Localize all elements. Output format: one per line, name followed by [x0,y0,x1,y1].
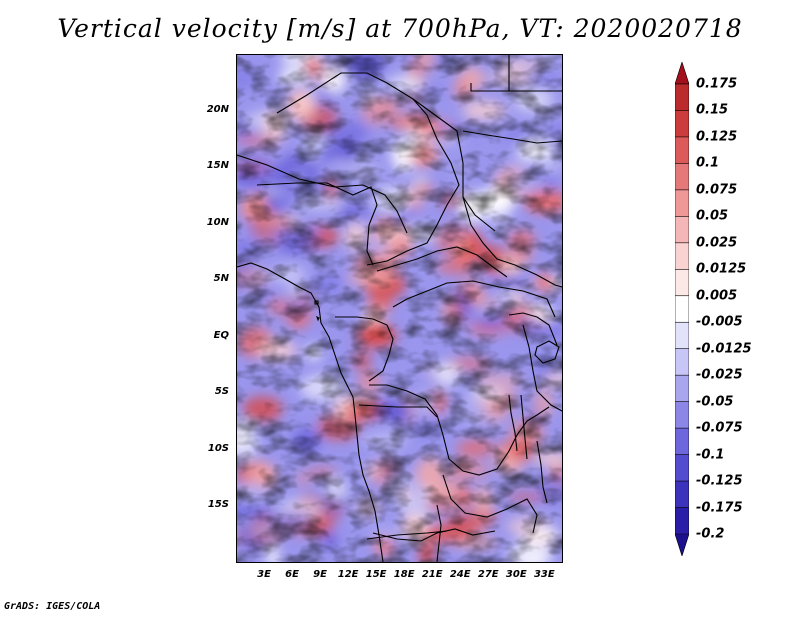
colorbar-segment [675,216,689,244]
gulf-islands [314,300,320,322]
colorbar-label: 0.175 [696,76,738,92]
border-chad [366,98,460,266]
lake-malawi [536,440,548,504]
border-angola [358,404,448,540]
border-car [376,246,508,278]
colorbar-label: -0.1 [696,447,725,463]
colorbar-label: 0.125 [696,129,738,145]
colorbar-label: -0.175 [696,500,743,516]
colorbar-segment [675,480,689,509]
colorbar-label: 0.005 [696,288,738,304]
border-tanzania [522,324,562,412]
lon-label: 9E [313,569,327,580]
border-zambia-2 [436,504,442,562]
colorbar-segment [675,242,689,270]
colorbar-label: -0.05 [696,394,734,410]
country-borders [237,55,562,562]
border-drc-1 [392,280,556,318]
lat-label: 10S [207,442,229,454]
colorbar-label: 0.0125 [696,261,747,277]
lat-label: 15N [206,160,229,172]
lon-label: 24E [449,569,471,580]
border-namibia [372,528,496,542]
colorbar-label: -0.125 [696,473,743,489]
lon-label: 27E [477,569,499,580]
colorbar-label: 0.025 [696,235,738,251]
border-sudan [462,130,562,144]
border-zambia [442,474,538,534]
lon-label: 33E [533,569,555,580]
colorbar-label: -0.005 [696,314,743,330]
colorbar-segment [675,374,689,403]
colorbar-segment [675,83,689,112]
colorbar-label: 0.075 [696,182,738,198]
border-congo-1 [335,316,394,382]
lat-label: 10N [206,216,229,228]
lon-label: 15E [365,569,387,580]
border-east [470,55,562,92]
map-panel [236,54,563,563]
border-uganda [508,312,558,346]
colorbar-segment [675,321,689,350]
colorbar-segments [675,62,689,556]
colorbar-label: -0.0125 [696,341,752,357]
field-texture [237,55,562,562]
lon-label: 18E [393,569,415,580]
colorbar-segment [675,401,689,429]
colorbar-segment [675,268,689,297]
colorbar-label: -0.075 [696,420,743,436]
colorbar-segment [675,189,689,217]
lake-tanganyika [508,394,528,460]
colorbar-segment [675,348,689,376]
colorbar-label: 0.15 [696,102,729,118]
chart-title: Vertical velocity [m/s] at 700hPa, VT: 2… [57,14,743,43]
colorbar-segment [675,110,689,138]
lon-label: 3E [257,569,271,580]
colorbar-segment [675,163,689,191]
border-sahara-2 [237,154,408,234]
lon-label: 12E [337,569,359,580]
lake-victoria [534,340,560,364]
border-sudan-2 [462,196,562,288]
lat-label: 5N [213,273,229,285]
colorbar-label: -0.2 [696,526,725,542]
border-sahel [256,182,378,266]
colorbar-label: 0.05 [696,208,729,224]
colorbar-segment [675,533,689,556]
colorbar-segment [675,454,689,482]
lon-label: 6E [285,569,299,580]
grads-credit: GrADS: IGES/COLA [4,601,101,612]
colorbar-label: -0.025 [696,367,743,383]
colorbar-segment [675,427,689,456]
lat-label: 20N [206,103,229,115]
colorbar-segment [675,136,689,165]
colorbar [675,62,689,556]
lat-label: 5S [214,386,229,398]
coastline-west [237,262,384,562]
lat-label: EQ [213,329,229,341]
colorbar-segment [675,62,689,85]
lon-label: 21E [421,569,443,580]
vertical-velocity-field [237,55,562,562]
border-sahara-1 [276,72,496,232]
colorbar-segment [675,507,689,535]
colorbar-segment [675,295,689,323]
lon-label: 30E [505,569,527,580]
colorbar-label: 0.1 [696,155,720,171]
lat-label: 15S [207,499,229,511]
